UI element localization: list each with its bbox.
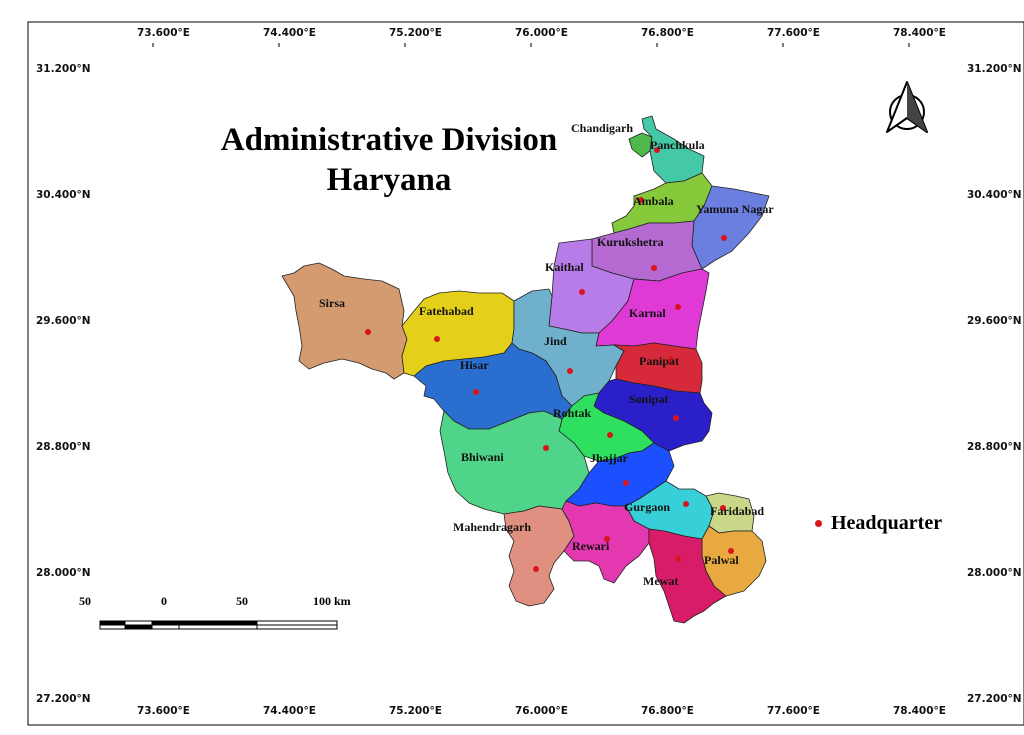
map-frame: 73.600°E 74.400°E 75.200°E 76.000°E 76.8…: [14, 11, 1024, 726]
scale-label: 100 km: [313, 594, 351, 608]
label-jind: Jind: [544, 334, 567, 348]
legend: Headquarter: [815, 512, 942, 535]
map-subtitle: Haryana: [326, 162, 452, 198]
lon-tick-label: 77.600°E: [767, 27, 820, 39]
lon-tick-label: 78.400°E: [893, 705, 946, 717]
hq-ambala: [638, 197, 644, 203]
north-arrow-icon: [886, 81, 928, 133]
map-canvas: [27, 21, 1024, 726]
hq-karnal: [675, 304, 681, 310]
scale-label: 50: [236, 594, 248, 608]
lat-tick-label: 31.200°N: [967, 63, 1022, 75]
legend-headquarter-dot: [815, 520, 822, 527]
lat-tick-label: 27.200°N: [36, 693, 91, 705]
lon-tick-label: 76.800°E: [641, 27, 694, 39]
legend-headquarter-label: Headquarter: [831, 512, 943, 534]
lon-tick-label: 78.400°E: [893, 27, 946, 39]
hq-chandigarh: [654, 147, 660, 153]
label-jhajjar: Jhajjar: [590, 451, 628, 465]
label-mahendragarh: Mahendragarh: [453, 520, 531, 534]
lat-tick-label: 30.400°N: [967, 189, 1022, 201]
label-mewat: Mewat: [643, 574, 679, 588]
label-karnal: Karnal: [629, 306, 666, 320]
lon-tick-label: 75.200°E: [389, 27, 442, 39]
label-kurukshetra: Kurukshetra: [597, 235, 664, 249]
lat-tick-label: 31.200°N: [36, 63, 91, 75]
scale-label: 0: [161, 594, 167, 608]
hq-sirsa: [365, 329, 371, 335]
hq-rohtak: [607, 432, 613, 438]
lat-tick-label: 28.800°N: [36, 441, 91, 453]
hq-rewari: [604, 536, 610, 542]
lat-tick-label: 30.400°N: [36, 189, 91, 201]
hq-mewat: [675, 556, 681, 562]
hq-sonipat: [673, 415, 679, 421]
label-panipat: Panipat: [639, 354, 680, 368]
label-palwal: Palwal: [704, 553, 739, 567]
label-rewari: Rewari: [572, 539, 610, 553]
label-panchkula: Panchkula: [650, 138, 705, 152]
label-chandigarh: Chandigarh: [571, 121, 634, 135]
lat-tick-label: 27.200°N: [967, 693, 1022, 705]
hq-faridabad: [720, 505, 726, 511]
label-sonipat: Sonipat: [629, 392, 669, 406]
lon-tick-label: 77.600°E: [767, 705, 820, 717]
hq-fatehabad: [434, 336, 440, 342]
lat-tick-label: 28.800°N: [967, 441, 1022, 453]
lon-tick-label: 74.400°E: [263, 27, 316, 39]
district-sirsa[interactable]: [281, 262, 408, 380]
lon-tick-label: 76.000°E: [515, 705, 568, 717]
label-kaithal: Kaithal: [545, 260, 584, 274]
tick-marks: [152, 43, 910, 47]
label-ambala: Ambala: [633, 194, 674, 208]
hq-kaithal: [579, 289, 585, 295]
label-faridabad: Faridabad: [710, 504, 765, 518]
hq-bhiwani: [543, 445, 549, 451]
headquarter-dots: [365, 147, 734, 572]
label-bhiwani: Bhiwani: [461, 450, 504, 464]
label-rohtak: Rohtak: [553, 406, 592, 420]
lat-tick-label: 28.000°N: [36, 567, 91, 579]
label-fatehabad: Fatehabad: [419, 304, 474, 318]
scale-bar: [99, 620, 338, 630]
hq-jind: [567, 368, 573, 374]
scale-label: 50: [79, 594, 91, 608]
hq-gurgaon: [683, 501, 689, 507]
district-rewari[interactable]: [561, 500, 650, 584]
map-title: Administrative Division: [220, 122, 558, 158]
lon-tick-label: 74.400°E: [263, 705, 316, 717]
hq-yamuna-nagar: [721, 235, 727, 241]
hq-kurukshetra: [651, 265, 657, 271]
hq-palwal: [728, 548, 734, 554]
district-chandigarh[interactable]: [628, 132, 653, 158]
label-yamuna-nagar: Yamuna Nagar: [696, 202, 774, 216]
lat-tick-label: 28.000°N: [967, 567, 1022, 579]
lon-tick-label: 76.800°E: [641, 705, 694, 717]
lon-tick-label: 73.600°E: [137, 27, 190, 39]
label-hisar: Hisar: [460, 358, 489, 372]
hq-panipat: [668, 356, 674, 362]
lat-tick-label: 29.600°N: [36, 315, 91, 327]
hq-mahendragarh: [533, 566, 539, 572]
lon-tick-label: 76.000°E: [515, 27, 568, 39]
hq-jhajjar: [623, 480, 629, 486]
hq-hisar: [473, 389, 479, 395]
lon-tick-label: 75.200°E: [389, 705, 442, 717]
lon-tick-label: 73.600°E: [137, 705, 190, 717]
label-gurgaon: Gurgaon: [624, 500, 671, 514]
label-sirsa: Sirsa: [319, 296, 346, 310]
district-mewat[interactable]: [648, 528, 727, 624]
lat-tick-label: 29.600°N: [967, 315, 1022, 327]
